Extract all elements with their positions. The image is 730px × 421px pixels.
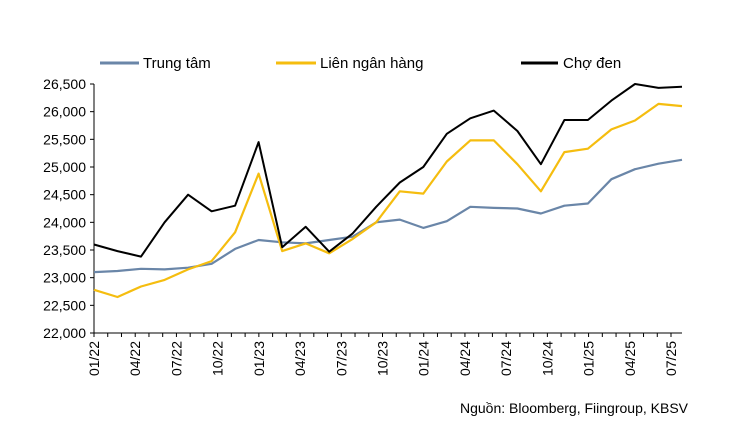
series-layer bbox=[93, 83, 683, 299]
x-tick-label: 04/24 bbox=[457, 341, 473, 376]
y-tick-label: 24,500 bbox=[43, 187, 86, 203]
x-tick-label: 04/22 bbox=[127, 341, 143, 376]
x-tick-label: 07/22 bbox=[168, 341, 184, 376]
legend: Trung tâm Liên ngân hàng Chợ đen bbox=[100, 55, 621, 72]
y-tick-label: 24,000 bbox=[43, 214, 86, 230]
source-note: Nguồn: Bloomberg, Fiingroup, KBSV bbox=[460, 400, 689, 416]
y-tick-label: 26,000 bbox=[43, 104, 86, 120]
x-tick-label: 10/23 bbox=[375, 341, 391, 376]
y-tick-label: 25,500 bbox=[43, 131, 86, 147]
x-tick-label: 01/24 bbox=[416, 341, 432, 376]
series-line-trung-tam bbox=[93, 158, 683, 274]
x-tick-label: 04/25 bbox=[622, 341, 638, 376]
legend-label-lien-ngan-hang: Liên ngân hàng bbox=[320, 55, 423, 72]
axes: 22,000 22,500 23,000 23,500 24,000 24,500 25,0… bbox=[43, 76, 682, 376]
y-tick-label: 26,500 bbox=[43, 76, 86, 92]
x-tick-label: 01/22 bbox=[86, 341, 102, 376]
x-tick-label: 07/23 bbox=[333, 341, 349, 376]
x-tick-label: 10/24 bbox=[539, 341, 555, 376]
series-line-cho-den bbox=[93, 83, 683, 258]
y-tick-label: 25,000 bbox=[43, 159, 86, 175]
x-tick-label: 01/23 bbox=[251, 341, 267, 376]
series-line-lien-ngan-hang bbox=[93, 102, 683, 299]
legend-label-cho-den: Chợ đen bbox=[563, 55, 621, 72]
x-tick-label: 10/22 bbox=[210, 341, 226, 376]
y-tick-label: 22,500 bbox=[43, 297, 86, 313]
x-tick-label: 07/24 bbox=[498, 341, 514, 376]
y-tick-label: 23,000 bbox=[43, 270, 86, 286]
y-tick-label: 23,500 bbox=[43, 242, 86, 258]
x-tick-label: 07/25 bbox=[663, 341, 679, 376]
x-tick-label: 01/25 bbox=[581, 341, 597, 376]
x-tick-label: 04/23 bbox=[292, 341, 308, 376]
y-tick-label: 22,000 bbox=[43, 325, 86, 341]
legend-label-trung-tam: Trung tâm bbox=[143, 55, 211, 72]
